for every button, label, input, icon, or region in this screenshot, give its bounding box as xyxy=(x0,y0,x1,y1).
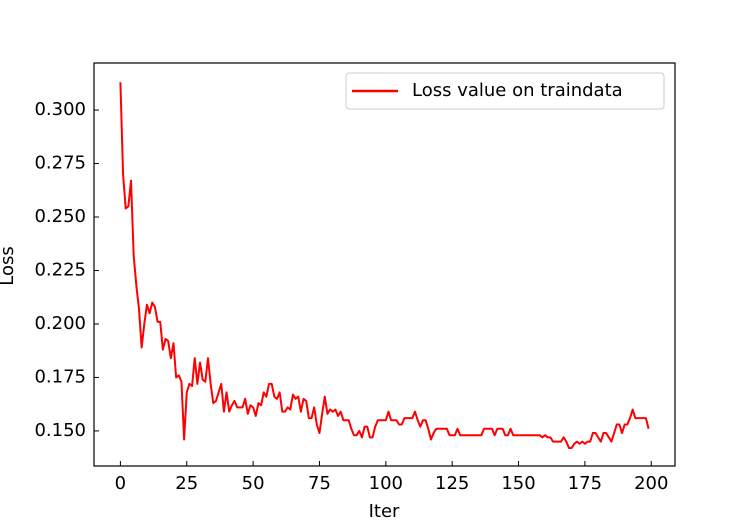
x-tick-label: 25 xyxy=(175,473,198,494)
y-tick-label: 0.175 xyxy=(34,366,86,387)
x-tick-label: 50 xyxy=(242,473,265,494)
x-tick-label: 175 xyxy=(568,473,602,494)
y-tick-label: 0.250 xyxy=(34,206,86,227)
y-tick-label: 0.225 xyxy=(34,259,86,280)
x-tick-label: 0 xyxy=(115,473,126,494)
y-tick-label: 0.275 xyxy=(34,153,86,174)
y-tick-label: 0.150 xyxy=(34,420,86,441)
y-tick-label: 0.200 xyxy=(34,313,86,334)
x-tick-label: 100 xyxy=(369,473,403,494)
x-axis-label: Iter xyxy=(369,501,400,522)
loss-line xyxy=(119,82,650,450)
x-tick-label: 75 xyxy=(308,473,331,494)
y-axis-label: Loss xyxy=(0,246,18,285)
axes-frame xyxy=(93,62,676,467)
y-tick-label: 0.300 xyxy=(34,99,86,120)
x-tick-label: 150 xyxy=(501,473,535,494)
x-tick-label: 200 xyxy=(634,473,668,494)
legend-box xyxy=(345,72,665,110)
x-tick-label: 125 xyxy=(435,473,469,494)
legend-label: Loss value on traindata xyxy=(412,80,623,101)
